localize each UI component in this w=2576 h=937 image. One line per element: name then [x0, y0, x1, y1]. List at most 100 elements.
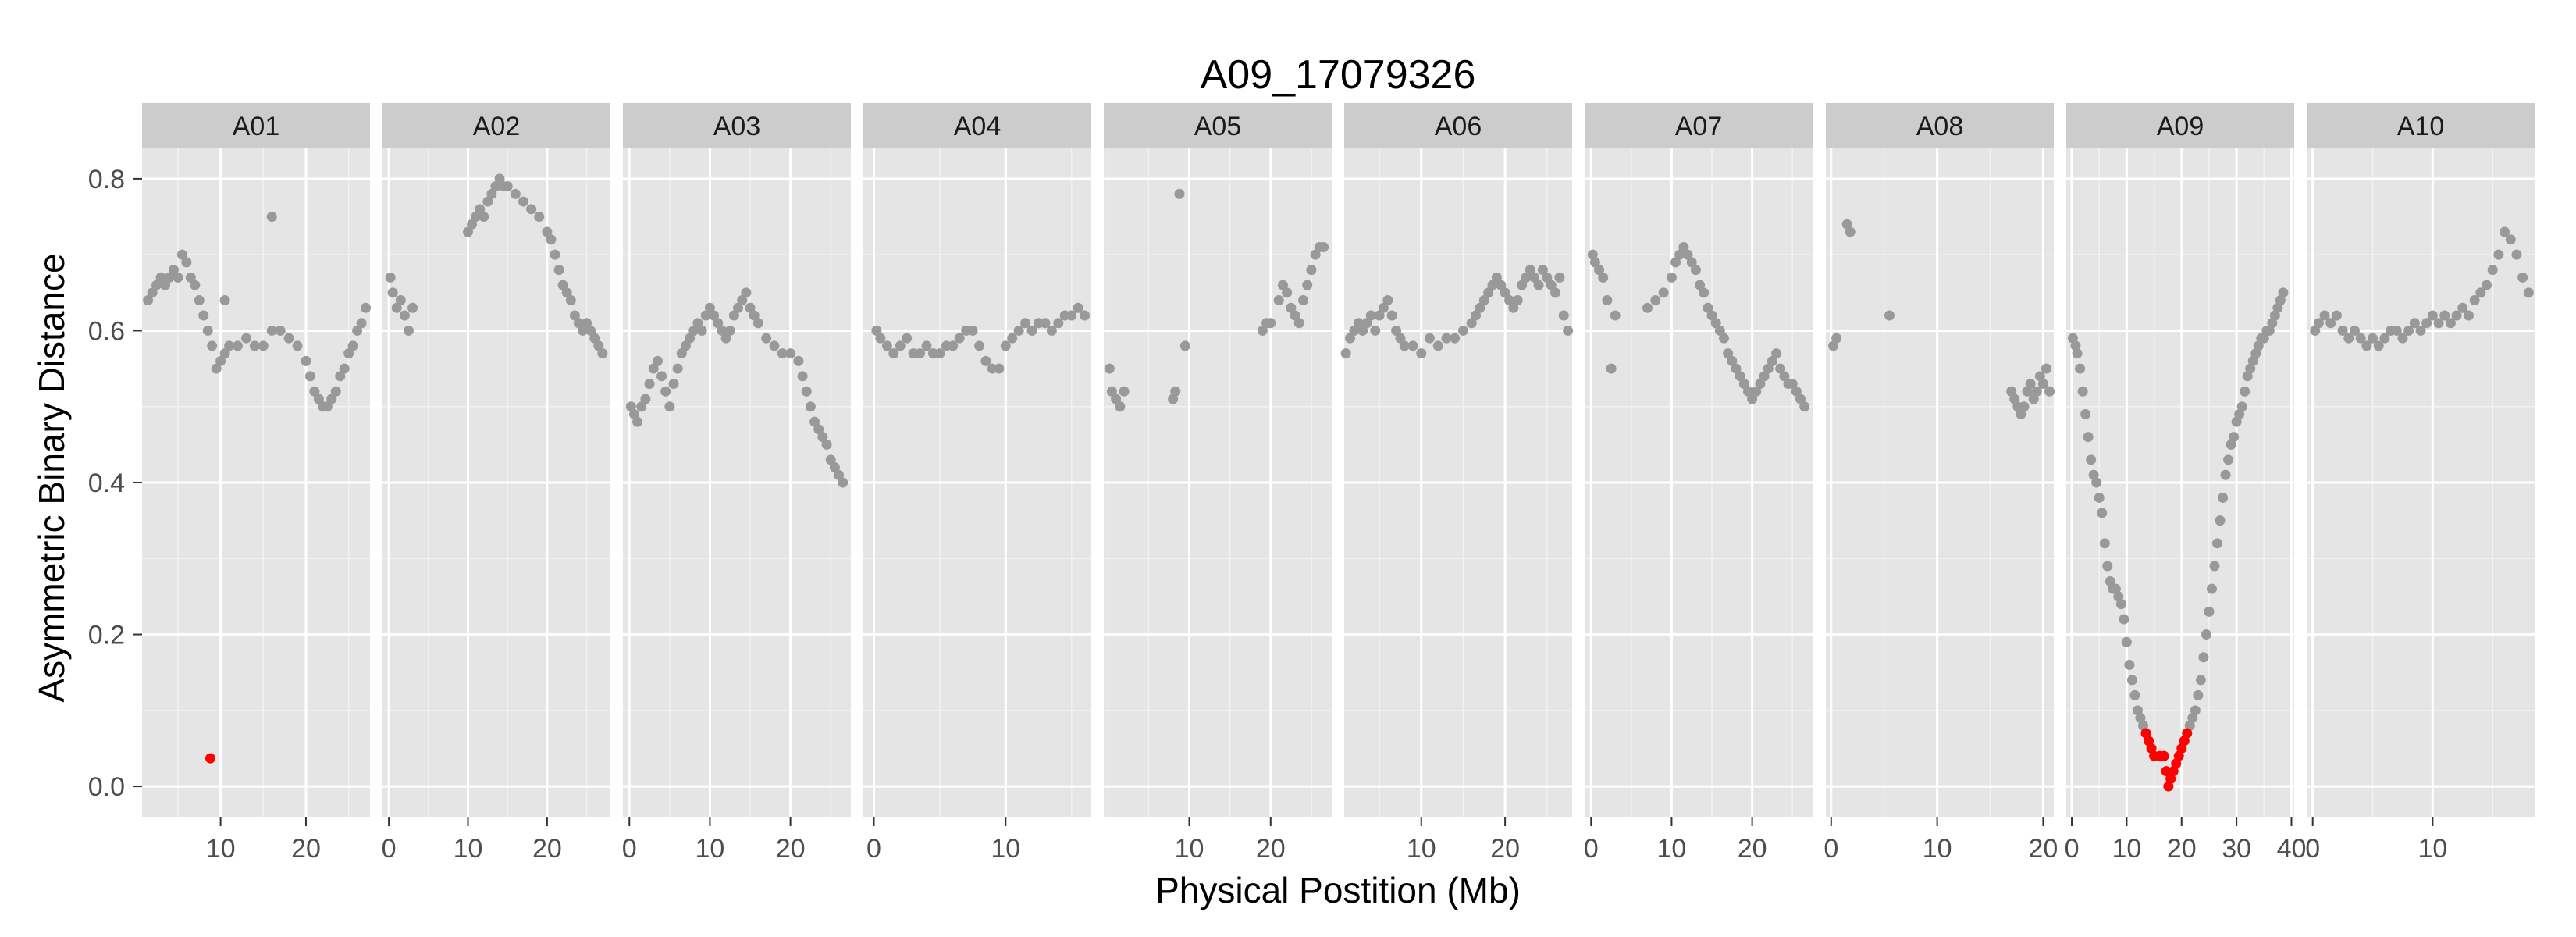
data-point — [2129, 689, 2140, 700]
data-point — [240, 333, 251, 344]
y-tick-label: 0.0 — [88, 772, 125, 802]
data-point — [526, 204, 537, 215]
data-point — [387, 287, 398, 298]
data-point — [1374, 310, 1385, 321]
data-point — [1483, 287, 1494, 298]
data-point — [829, 462, 840, 473]
data-point — [2075, 363, 2086, 374]
data-point — [2099, 538, 2110, 549]
data-point — [948, 340, 959, 351]
data-point — [1690, 265, 1701, 276]
data-point — [1682, 249, 1693, 260]
data-point — [1179, 340, 1190, 351]
x-tick-label: 10 — [454, 834, 483, 864]
data-point — [1174, 188, 1185, 199]
data-point — [2220, 469, 2231, 480]
data-point — [1703, 302, 1713, 313]
highlight-point — [2158, 750, 2169, 761]
data-point — [2019, 401, 2030, 412]
x-tick-label: 0 — [866, 834, 881, 864]
highlight-point — [2182, 728, 2193, 739]
data-point — [1432, 340, 1443, 351]
facet-strip — [863, 103, 1091, 148]
data-point — [692, 318, 703, 329]
data-point — [1378, 302, 1389, 313]
data-point — [1710, 318, 1721, 329]
data-point — [668, 379, 679, 390]
data-point — [2006, 386, 2017, 397]
data-point — [1353, 318, 1364, 329]
data-point — [2206, 583, 2217, 594]
data-point — [717, 325, 728, 336]
data-point — [2278, 287, 2289, 298]
data-point — [2080, 408, 2091, 419]
x-tick-label: 20 — [2029, 834, 2058, 864]
data-point — [980, 355, 991, 366]
y-axis: 0.0 0.2 0.4 0.6 0.8 — [88, 165, 142, 802]
data-point — [1598, 272, 1609, 283]
data-point — [2493, 249, 2504, 260]
data-point — [2022, 386, 2033, 397]
data-point — [2119, 614, 2129, 625]
data-point — [1606, 363, 1617, 374]
data-point — [573, 318, 584, 329]
data-point — [656, 371, 667, 382]
data-point — [974, 340, 985, 351]
facet-a02: 0 10 20 A02 — [382, 103, 610, 864]
data-point — [1779, 371, 1790, 382]
data-point — [1610, 310, 1621, 321]
facet-strip-label: A09 — [2157, 112, 2204, 141]
data-point — [479, 212, 489, 223]
data-point — [1529, 272, 1540, 283]
data-point — [1767, 355, 1777, 366]
data-point — [301, 355, 311, 366]
data-point — [399, 310, 410, 321]
data-point — [2343, 333, 2354, 344]
data-point — [2469, 295, 2480, 306]
data-point — [737, 295, 748, 306]
data-point — [407, 302, 418, 313]
data-point — [834, 469, 845, 480]
data-point — [224, 340, 235, 351]
data-point — [1533, 280, 1544, 290]
data-point — [1841, 219, 1852, 230]
data-point — [471, 212, 482, 223]
data-point — [2349, 325, 2360, 336]
data-point — [266, 325, 277, 336]
data-point — [143, 295, 154, 306]
data-point — [403, 325, 414, 336]
data-point — [994, 363, 1005, 374]
data-point — [1040, 318, 1051, 329]
data-point — [2313, 318, 2324, 329]
facet-a03: 0 10 20 A03 — [622, 103, 851, 864]
data-point — [2391, 325, 2402, 336]
x-tick-label: 10 — [206, 834, 236, 864]
data-point — [249, 340, 260, 351]
data-point — [1831, 333, 1842, 344]
data-point — [1650, 295, 1661, 306]
data-point — [1706, 310, 1717, 321]
data-point — [215, 355, 226, 366]
data-point — [733, 302, 744, 313]
y-tick-label: 0.4 — [88, 468, 125, 498]
data-point — [339, 363, 350, 374]
x-tick-label: 40 — [2277, 834, 2307, 864]
data-point — [793, 355, 804, 366]
facet-strip-label: A10 — [2397, 112, 2445, 141]
data-point — [2457, 302, 2468, 313]
x-tick-label: 0 — [1823, 834, 1838, 864]
data-point — [1020, 318, 1031, 329]
y-tick-label: 0.6 — [88, 316, 125, 346]
data-point — [1799, 401, 1810, 412]
data-point — [902, 333, 913, 344]
facet-strip — [623, 103, 851, 148]
data-point — [1471, 310, 1482, 321]
data-point — [258, 340, 269, 351]
data-point — [569, 310, 580, 321]
facet-panels: 10 20 A01 0 10 20 A02 0 10 20 A03 0 10 A04 10 20 A05 10 20… — [142, 103, 2535, 864]
data-point — [1508, 302, 1519, 313]
data-point — [871, 325, 882, 336]
data-point — [304, 371, 315, 382]
data-point — [1828, 340, 1839, 351]
data-point — [2310, 325, 2321, 336]
